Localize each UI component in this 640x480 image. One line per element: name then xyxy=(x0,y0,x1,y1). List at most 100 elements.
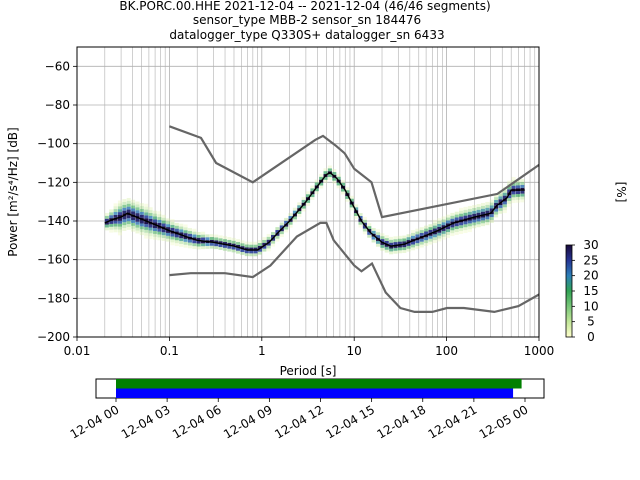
psd-cell xyxy=(152,228,157,231)
psd-cell xyxy=(135,221,140,225)
psd-cell xyxy=(314,188,319,192)
psd-cell xyxy=(437,238,442,242)
psd-cell xyxy=(336,176,341,180)
psd-cell xyxy=(196,243,201,247)
psd-cell xyxy=(476,218,481,222)
psd-cell xyxy=(432,222,437,226)
psd-cell xyxy=(515,182,521,186)
psd-cell xyxy=(349,195,354,199)
psd-cell xyxy=(454,217,459,221)
time-tick-label: 12-04 18 xyxy=(375,402,429,441)
psd-cell xyxy=(397,235,402,239)
y-tick-label: −180 xyxy=(37,291,70,305)
psd-cell xyxy=(507,203,512,207)
psd-cell xyxy=(358,215,363,219)
psd-cell xyxy=(441,225,446,229)
psd-cell xyxy=(459,213,464,217)
psd-cell xyxy=(139,232,144,236)
psd-cell xyxy=(170,224,175,228)
psd-cell xyxy=(432,225,437,229)
psd-cell xyxy=(520,187,525,191)
psd-cell xyxy=(192,234,197,238)
psd-cell xyxy=(152,225,157,229)
psd-cell xyxy=(157,237,162,241)
psd-cell xyxy=(450,224,455,228)
psd-cell xyxy=(520,184,525,188)
psd-cell xyxy=(240,249,245,252)
psd-cell xyxy=(148,227,153,231)
psd-cell xyxy=(222,244,227,248)
psd-cell xyxy=(402,241,407,245)
psd-cell xyxy=(117,232,123,236)
psd-cell xyxy=(157,234,162,238)
psd-cell xyxy=(472,210,477,214)
psd-cell xyxy=(148,210,153,214)
psd-cell xyxy=(227,248,232,252)
psd-cell xyxy=(262,248,267,252)
psd-cell xyxy=(349,198,354,202)
psd-cell xyxy=(183,238,188,242)
psd-cell xyxy=(218,235,223,239)
psd-cell xyxy=(354,204,359,208)
psd-cell xyxy=(367,234,372,238)
psd-cell xyxy=(371,230,376,234)
psd-cell xyxy=(122,225,127,229)
psd-cell xyxy=(480,217,486,221)
psd-cell xyxy=(117,229,123,233)
psd-cell xyxy=(345,190,350,194)
psd-cell xyxy=(157,225,162,229)
psd-cell xyxy=(157,222,162,226)
psd-cell xyxy=(170,239,175,243)
psd-cell xyxy=(113,212,118,215)
psd-cell xyxy=(236,247,241,251)
psd-cell xyxy=(472,219,477,223)
psd-cell xyxy=(288,216,293,219)
psd-cell xyxy=(117,212,123,216)
psd-cell xyxy=(476,212,481,216)
psd-cell xyxy=(472,213,477,217)
psd-cell xyxy=(428,230,433,233)
psd-cell xyxy=(507,189,512,193)
psd-cell xyxy=(502,192,507,196)
psd-cell xyxy=(380,244,385,248)
psd-cell xyxy=(152,213,157,217)
psd-cell xyxy=(244,250,249,254)
psd-cell xyxy=(201,237,206,241)
noise-models xyxy=(169,125,540,314)
psd-cell xyxy=(201,243,206,247)
psd-cell xyxy=(179,229,184,233)
psd-cell xyxy=(511,182,516,186)
y-tick-label: −160 xyxy=(37,253,70,267)
psd-cell xyxy=(367,231,372,235)
psd-cell xyxy=(131,211,136,215)
psd-cell xyxy=(196,234,201,238)
psd-cell xyxy=(131,208,136,212)
psd-cell xyxy=(113,206,118,210)
psd-cell xyxy=(502,189,507,193)
psd-cell xyxy=(476,224,481,228)
psd-cell xyxy=(209,242,214,246)
psd-cell xyxy=(126,197,131,201)
psd-cell xyxy=(520,190,525,194)
psd-cell xyxy=(201,246,206,250)
psd-cell xyxy=(515,191,521,195)
y-axis-ticks: −60 −80 −100 −120 −140 −160 −180 −200 xyxy=(37,59,77,344)
psd-cell xyxy=(157,214,162,218)
psd-cell xyxy=(104,227,109,231)
psd-cell xyxy=(454,229,459,232)
psd-cell xyxy=(402,235,407,239)
psd-cell xyxy=(485,210,490,214)
psd-cell xyxy=(161,223,166,227)
psd-cell xyxy=(201,234,206,238)
psd-cell xyxy=(454,211,459,215)
psd-cell xyxy=(122,201,127,205)
psd-cell xyxy=(205,237,210,241)
psd-cell xyxy=(511,176,516,180)
psd-cell xyxy=(502,207,507,211)
psd-cell xyxy=(126,215,131,219)
psd-cell xyxy=(494,211,499,215)
psd-cell xyxy=(419,232,424,236)
psd-cell xyxy=(131,222,136,226)
x-tick-label: 100 xyxy=(435,344,458,358)
